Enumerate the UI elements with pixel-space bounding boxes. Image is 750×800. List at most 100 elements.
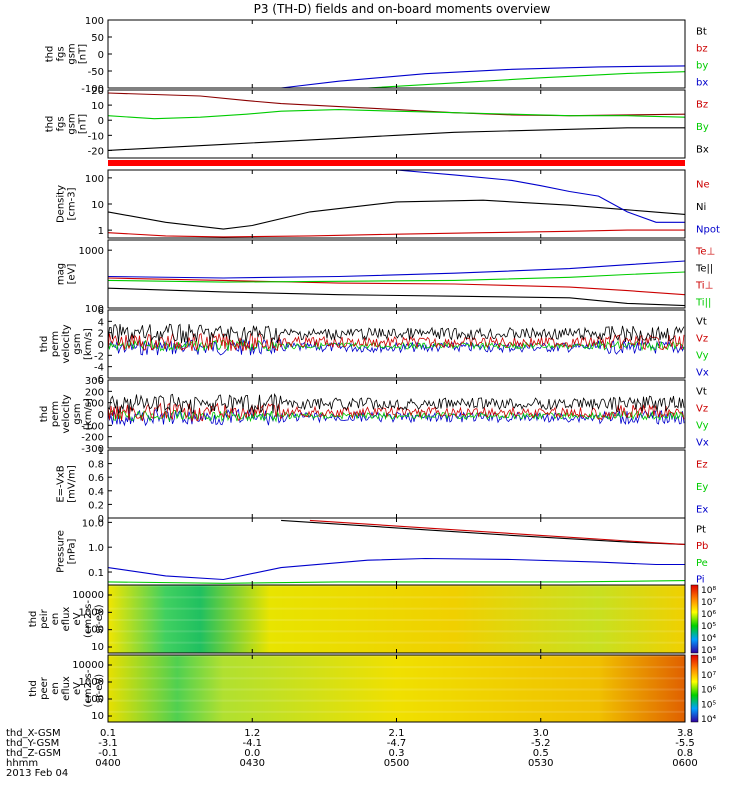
ylabel-line: eV (72, 612, 83, 625)
series-line (107, 127, 685, 151)
colorbar-label: 10³ (701, 646, 716, 656)
footer-value: 1.2 (244, 728, 260, 739)
series-line (107, 323, 685, 345)
ephemeris-footer: thd_X-GSM 0.1 1.2 2.1 3.0 3.8 thd_Y-GSM -3.1 -4.… (6, 728, 698, 779)
footer-value: 0.3 (389, 748, 405, 759)
footer-row-label: hhmm (6, 758, 38, 769)
panel-ylabel: thd perm velocity gsm [km/s] (39, 394, 94, 433)
panel-frame (107, 239, 686, 309)
legend-label: Npot (696, 225, 720, 236)
panel-ylabel: thd peir en eflux eV (cm2-s-sr-eV) (28, 600, 105, 638)
ytick-label: 100 (85, 16, 104, 27)
colorbar-label: 10⁴ (701, 715, 716, 725)
series-line (107, 402, 685, 423)
legend-label: Pi (696, 575, 705, 586)
ylabel-line: perm (50, 401, 61, 427)
ytick-label: 100 (85, 694, 104, 705)
series-line (281, 65, 686, 89)
ytick-label: -2 (94, 351, 104, 362)
ylabel-line: [nT] (78, 114, 89, 134)
ylabel-line: thd (28, 680, 39, 697)
colorbar-label: 10⁶ (701, 610, 716, 620)
ylabel-line: [km/s] (83, 328, 94, 360)
ytick-label: 0.2 (88, 500, 104, 511)
ylabel-line: gsm (72, 333, 83, 354)
legend-label: by (696, 61, 708, 72)
panel-ylabel: thd fgs gsm [nT] (45, 113, 89, 134)
series-line (107, 332, 685, 352)
ytick-label: 100 (85, 625, 104, 636)
ylabel-line: thd (39, 336, 50, 353)
footer-value: 0600 (672, 758, 697, 769)
heatmap-band (108, 607, 685, 610)
panel-pressure: Pressure [nPa] 10.0 1.0 0.1 Pt Pb Pe Pi (56, 517, 708, 586)
ytick-label: -10 (88, 131, 104, 142)
footer-date: 2013 Feb 04 (6, 768, 68, 779)
ytick-label: 1 (98, 446, 104, 457)
ytick-label: 10 (91, 711, 104, 722)
ytick-label: -100 (81, 421, 104, 432)
legend-label: By (696, 122, 709, 133)
ytick-label: 1000 (79, 246, 104, 257)
legend-label: Ne (696, 179, 710, 190)
footer-row-label: thd_Y-GSM (6, 738, 59, 749)
footer-value: 0.8 (677, 748, 693, 759)
colorbar-label: 10⁸ (701, 656, 716, 666)
colorbar-label: 10⁶ (701, 686, 716, 696)
ylabel-line: velocity (61, 324, 72, 363)
series-line (107, 260, 686, 279)
heatmap-band (108, 619, 685, 621)
series-line (107, 339, 685, 353)
series-line (107, 109, 686, 120)
ytick-label: 1000 (79, 677, 104, 688)
legend-label: Te⊥ (695, 247, 715, 258)
colorbar-label: 10⁷ (701, 598, 716, 608)
legend-label: Ey (696, 482, 708, 493)
ylabel-line: mag (56, 263, 67, 285)
ylabel-line: [km/s] (83, 398, 94, 430)
ytick-label: 100 (85, 304, 104, 315)
legend-label: Vz (696, 334, 708, 345)
footer-value: 2.1 (389, 728, 405, 739)
heatmap-band (108, 596, 685, 599)
series-line (309, 519, 686, 545)
ylabel-line: en (50, 682, 61, 695)
footer-value: -4.7 (387, 738, 407, 749)
ytick-label: 20 (91, 86, 104, 97)
ytick-label: -20 (88, 146, 104, 157)
ytick-label: 0.6 (88, 473, 104, 484)
series-line (107, 287, 686, 307)
panel-fgs-dsl: thd fgs gsm [nT] 100 50 0 -50 -100 Bt bz by bx (45, 16, 709, 95)
heatmap-band (108, 699, 685, 702)
ylabel-line: sr-eV) (94, 604, 105, 633)
ytick-label: 10000 (72, 590, 104, 601)
ytick-label: 200 (85, 387, 104, 398)
ytick-label: 6 (98, 306, 104, 317)
legend-label: Bt (696, 27, 707, 38)
legend-label: Te|| (695, 264, 713, 275)
ytick-label: 10.0 (82, 518, 104, 529)
footer-value: -0.1 (98, 748, 118, 759)
heatmap-band (108, 688, 685, 691)
ylabel-line: eflux (61, 607, 72, 632)
footer-value: -5.5 (675, 738, 695, 749)
legend-label: Vt (696, 387, 707, 398)
colorbar (690, 654, 699, 723)
footer-value: 3.0 (533, 728, 549, 739)
heatmap-band (108, 641, 685, 644)
panel-ylabel: mag [eV] (56, 263, 78, 285)
series-line (107, 409, 685, 423)
plot-title: P3 (TH-D) fields and on-board moments ov… (254, 2, 551, 16)
ytick-label: -300 (81, 444, 104, 455)
ylabel-line: (cm2-s- (83, 600, 94, 638)
ylabel-line: [nT] (78, 44, 89, 64)
footer-value: 0.1 (100, 728, 116, 739)
heatmap-field (108, 585, 685, 653)
ytick-label: 50 (91, 33, 104, 44)
ytick-label: 0.4 (88, 487, 104, 498)
ylabel-line: [cm-3] (67, 187, 78, 220)
panel-ylabel: Pressure [nPa] (56, 530, 78, 573)
